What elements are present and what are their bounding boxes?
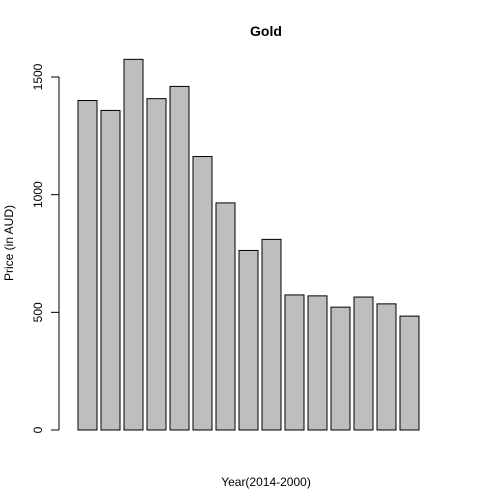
- bar-2012: [123, 58, 144, 431]
- bar-2005: [284, 294, 305, 431]
- y-tick-label-1000: 1000: [31, 181, 45, 208]
- bar-2006: [261, 238, 282, 431]
- bar-2009: [192, 156, 213, 431]
- bar-2011: [146, 98, 167, 431]
- x-axis-label: Year(2014-2000): [221, 475, 311, 489]
- bar-2013: [100, 109, 121, 431]
- y-tick-label-1500: 1500: [31, 63, 45, 90]
- bars: [77, 58, 420, 431]
- chart-title: Gold: [250, 23, 282, 39]
- bar-2014: [77, 100, 98, 431]
- y-axis: 0 500 1000 1500: [31, 63, 60, 433]
- bar-2001: [376, 303, 397, 431]
- y-tick-label-500: 500: [31, 302, 45, 322]
- bar-2003: [330, 306, 351, 431]
- y-tick-label-0: 0: [31, 426, 45, 433]
- bar-2002: [353, 296, 374, 431]
- bar-2007: [238, 249, 259, 431]
- bar-2010: [169, 85, 190, 431]
- y-axis-label: Price (in AUD): [2, 205, 16, 281]
- bar-2000: [399, 315, 420, 431]
- bar-2008: [215, 202, 236, 431]
- bar-2004: [307, 295, 328, 431]
